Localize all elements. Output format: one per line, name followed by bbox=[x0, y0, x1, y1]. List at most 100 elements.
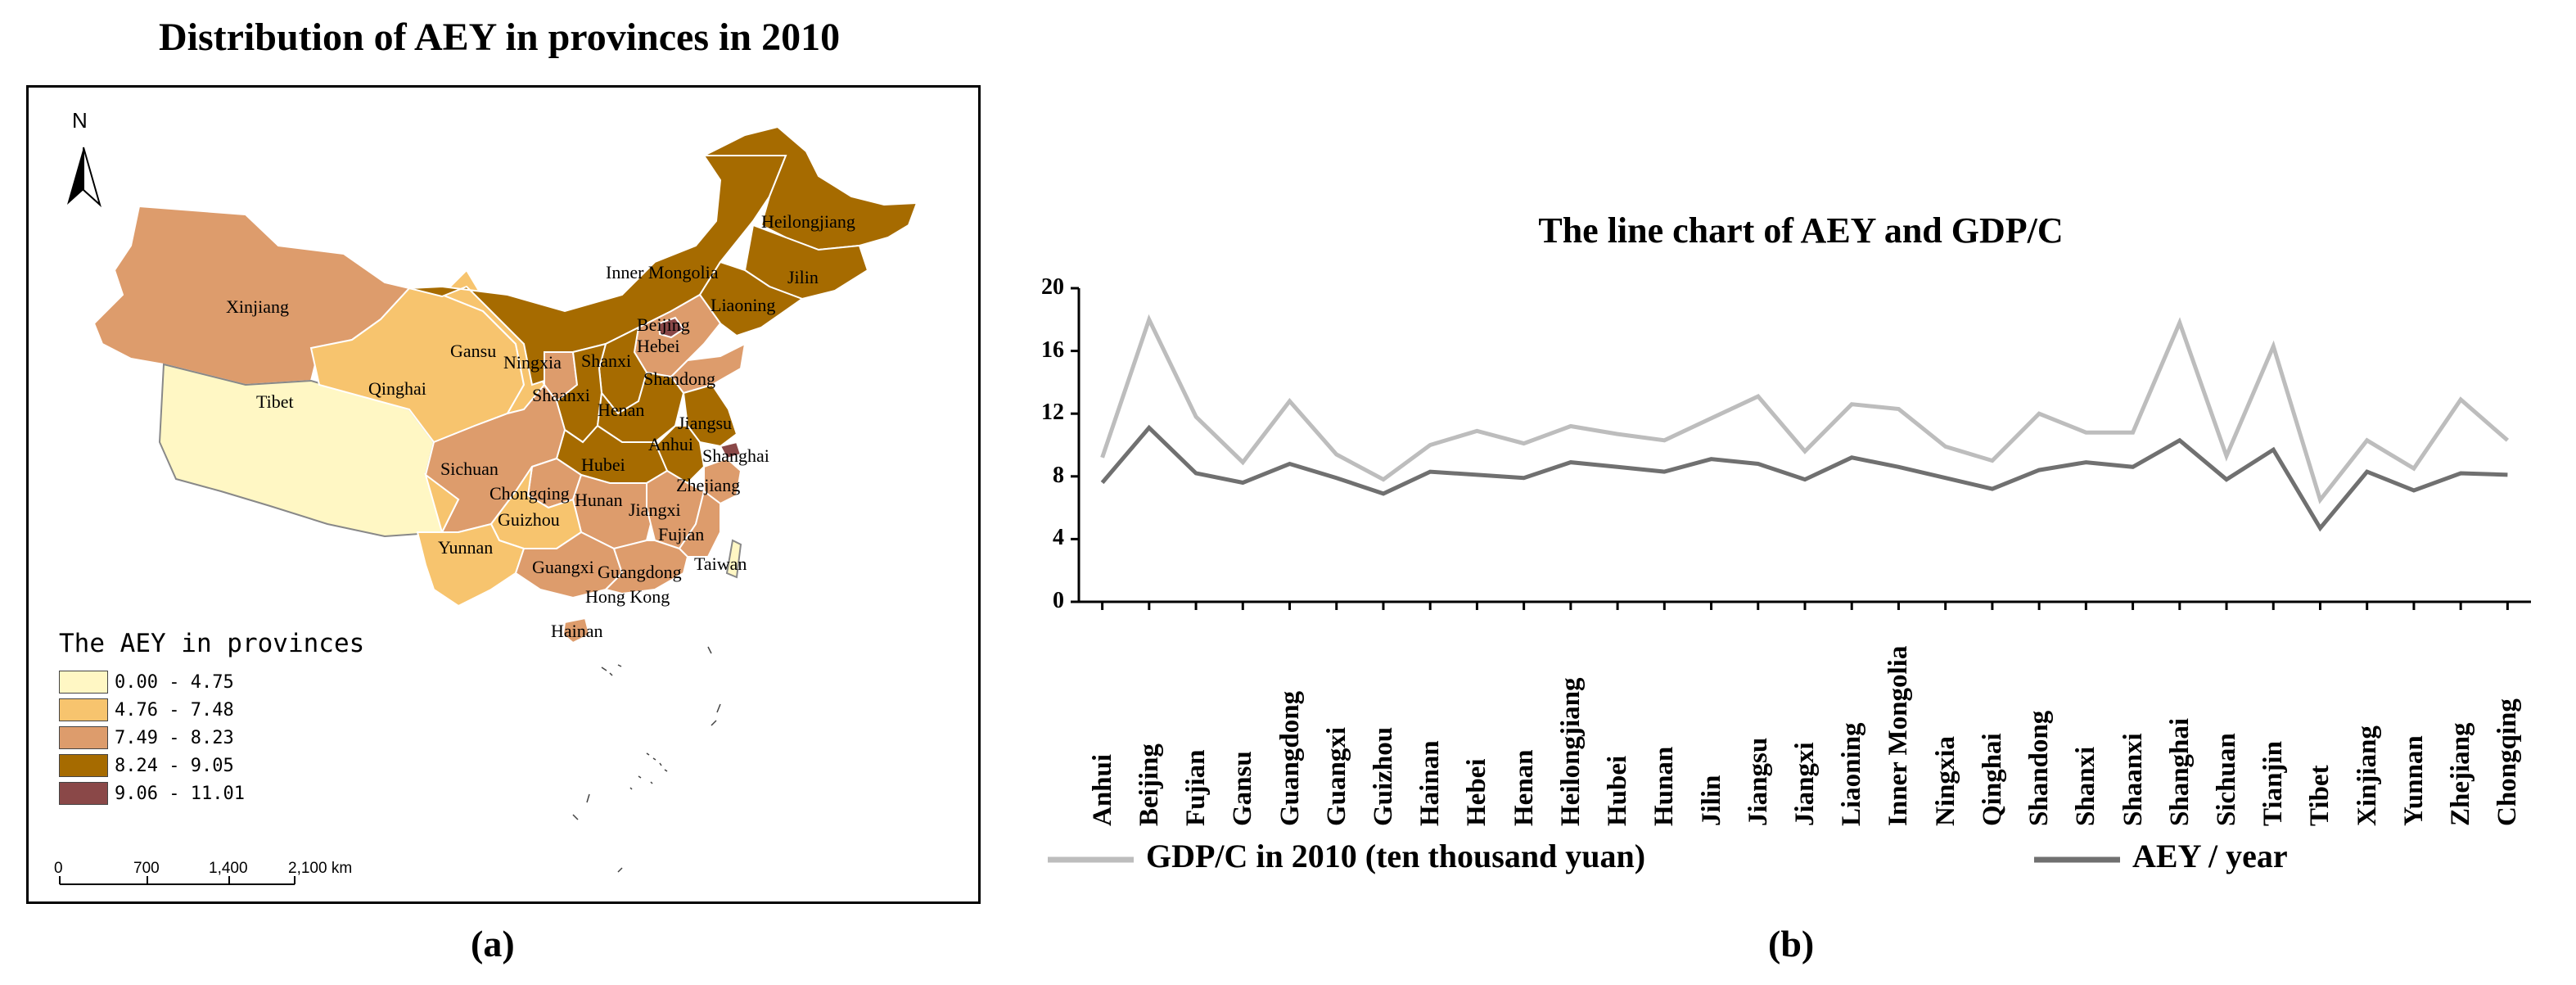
province-label: Inner Mongolia bbox=[606, 262, 719, 282]
legend-swatch bbox=[59, 726, 108, 749]
map-legend: 0.00 - 4.75 4.76 - 7.48 7.49 - 8.23 8.24 - … bbox=[59, 668, 245, 807]
province-label: Shaanxi bbox=[532, 385, 590, 405]
legend-label: 7.49 - 8.23 bbox=[115, 727, 234, 748]
province-inner-mongolia bbox=[408, 133, 787, 386]
province-label: Hong Kong bbox=[585, 586, 670, 607]
chart-legend-lines bbox=[1048, 856, 2120, 863]
province-label: Hubei bbox=[581, 454, 625, 475]
x-tick-label: Ningxia bbox=[1930, 735, 1960, 826]
province-label: Liaoning bbox=[711, 295, 776, 315]
x-tick-label: Chongqing bbox=[2493, 698, 2523, 826]
province-label: Guangxi bbox=[532, 557, 594, 577]
x-tick-label: Guangxi bbox=[1321, 726, 1351, 826]
x-tick-label: Jiangsu bbox=[1743, 737, 1773, 826]
x-tick-label: Liaoning bbox=[1837, 722, 1867, 826]
x-tick-label: Shanghai bbox=[2164, 717, 2195, 826]
x-tick-label: Jiangxi bbox=[1790, 742, 1820, 826]
province-label: Hainan bbox=[551, 621, 603, 641]
province-label: Henan bbox=[598, 400, 645, 420]
x-tick-label: Zhejiang bbox=[2446, 722, 2476, 826]
province-label: Chongqing bbox=[489, 483, 570, 504]
province-label: Hebei bbox=[637, 336, 680, 356]
province-label: Jiangxi bbox=[629, 499, 681, 520]
y-tick-label: 0 bbox=[1053, 588, 1064, 613]
province-label: Fujian bbox=[658, 524, 705, 544]
x-tick-label: Shaanxi bbox=[2118, 733, 2148, 826]
x-tick-label: Jilin bbox=[1696, 775, 1726, 826]
x-tick-label: Qinghai bbox=[1977, 733, 2007, 826]
x-tick-label: Tianjin bbox=[2258, 741, 2289, 826]
scale-label-700: 700 bbox=[133, 860, 160, 877]
legend-aey-label: AEY / year bbox=[2132, 838, 2288, 874]
x-tick-label: Hubei bbox=[1603, 755, 1633, 826]
series-aey-line bbox=[1100, 424, 2508, 532]
province-taiwan bbox=[725, 539, 742, 579]
x-tick-label: Shandong bbox=[2024, 710, 2055, 826]
x-tick-label: Shanxi bbox=[2071, 746, 2101, 826]
y-tick-label: 12 bbox=[1041, 400, 1064, 426]
legend-swatch bbox=[59, 671, 108, 694]
y-tick-label: 20 bbox=[1041, 274, 1064, 300]
map-legend-item: 8.24 - 9.05 bbox=[59, 752, 245, 779]
province-label: Hunan bbox=[575, 490, 623, 510]
x-tick-label: Xinjiang bbox=[2352, 725, 2382, 826]
map-title: Distribution of AEY in provinces in 2010 bbox=[158, 16, 841, 59]
map-legend-item: 9.06 - 11.01 bbox=[59, 779, 245, 807]
legend-label: 4.76 - 7.48 bbox=[115, 699, 234, 721]
x-tick-label: Sichuan bbox=[2212, 733, 2242, 826]
x-tick-label: Henan bbox=[1509, 749, 1539, 826]
province-beijing bbox=[657, 316, 685, 339]
province-shanghai bbox=[719, 441, 742, 460]
province-label: Tibet bbox=[256, 391, 294, 412]
map-svg bbox=[59, 125, 918, 885]
province-label: Taiwan bbox=[694, 553, 747, 574]
province-label: Guangdong bbox=[598, 562, 682, 582]
x-tick-label: Tibet bbox=[2305, 765, 2335, 826]
province-label: Shanghai bbox=[702, 445, 769, 466]
map-legend-item: 7.49 - 8.23 bbox=[59, 724, 245, 752]
caption-b: (b) bbox=[1768, 923, 1815, 965]
caption-a: (a) bbox=[471, 923, 515, 965]
province-label: Gansu bbox=[450, 341, 497, 361]
province-heilongjiang bbox=[703, 125, 918, 251]
province-label: Shanxi bbox=[581, 350, 632, 371]
legend-swatch bbox=[59, 698, 108, 721]
x-tick-label: Yunnan bbox=[2398, 735, 2429, 826]
x-tick-label: Hebei bbox=[1462, 758, 1492, 826]
south-sea-islands bbox=[572, 646, 721, 873]
province-guangdong bbox=[604, 540, 689, 595]
y-tick-label: 4 bbox=[1053, 525, 1064, 551]
scale-label-1400: 1,400 bbox=[209, 860, 248, 877]
legend-swatch bbox=[59, 754, 108, 777]
legend-label: 9.06 - 11.01 bbox=[115, 783, 245, 804]
y-tick-label: 16 bbox=[1041, 337, 1064, 363]
province-label: Ningxia bbox=[503, 352, 562, 373]
map-frame bbox=[26, 85, 981, 904]
province-label: Shandong bbox=[643, 368, 715, 389]
scale-bar bbox=[59, 876, 295, 885]
y-tick-label: 8 bbox=[1053, 462, 1064, 488]
map-legend-title: The AEY in provinces bbox=[59, 629, 365, 658]
legend-label: 0.00 - 4.75 bbox=[115, 671, 234, 693]
province-label: Heilongjiang bbox=[761, 211, 855, 232]
province-label: Qinghai bbox=[368, 378, 426, 399]
province-label: Yunnan bbox=[438, 537, 494, 558]
chart-title: The line chart of AEY and GDP/C bbox=[1538, 210, 2064, 251]
north-label: N bbox=[72, 108, 88, 133]
x-tick-label: Gansu bbox=[1228, 751, 1258, 826]
legend-swatch bbox=[59, 782, 108, 805]
scale-label-2100: 2,100 km bbox=[288, 860, 353, 877]
x-tick-label: Guangdong bbox=[1274, 690, 1305, 826]
x-tick-label: Heilongjiang bbox=[1555, 677, 1586, 826]
legend-label: 8.24 - 9.05 bbox=[115, 755, 234, 776]
x-tick-label: Beijing bbox=[1134, 743, 1164, 826]
legend-gdp-label: GDP/C in 2010 (ten thousand yuan) bbox=[1146, 838, 1646, 874]
x-tick-label: Hainan bbox=[1415, 740, 1446, 826]
x-tick-label: Inner Mongolia bbox=[1884, 645, 1914, 826]
x-tick-label: Fujian bbox=[1181, 749, 1211, 826]
scale-label-0: 0 bbox=[54, 860, 63, 877]
map-legend-item: 4.76 - 7.48 bbox=[59, 696, 245, 724]
x-tick-label: Guizhou bbox=[1368, 726, 1398, 826]
province-label: Guizhou bbox=[498, 509, 560, 530]
